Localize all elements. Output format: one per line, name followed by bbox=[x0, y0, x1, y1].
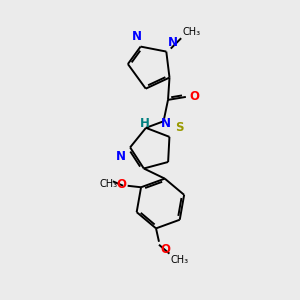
Text: O: O bbox=[160, 243, 170, 256]
Text: O: O bbox=[189, 90, 200, 104]
Text: CH₃: CH₃ bbox=[170, 254, 188, 265]
Text: N: N bbox=[132, 30, 142, 43]
Text: N: N bbox=[168, 36, 178, 49]
Text: N: N bbox=[160, 117, 171, 130]
Text: H: H bbox=[140, 117, 150, 130]
Text: O: O bbox=[117, 178, 127, 191]
Text: S: S bbox=[175, 121, 183, 134]
Text: N: N bbox=[116, 150, 126, 164]
Text: CH₃: CH₃ bbox=[100, 179, 118, 189]
Text: CH₃: CH₃ bbox=[183, 27, 201, 37]
